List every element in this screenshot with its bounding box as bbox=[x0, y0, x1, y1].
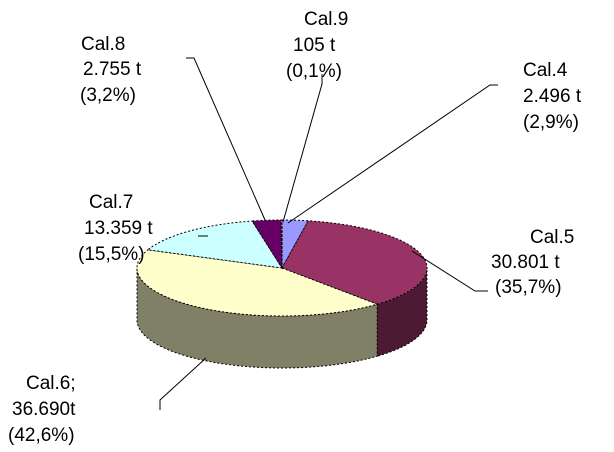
slice-label-cal7-name: Cal.7 bbox=[89, 192, 133, 213]
pie-side-cal5 bbox=[376, 269, 428, 357]
leader-line-cal6 bbox=[159, 357, 207, 410]
pie-slice-cal9 bbox=[280, 219, 283, 269]
slice-label-cal6-name: Cal.6; bbox=[26, 373, 76, 394]
pie-top-faces bbox=[136, 219, 428, 317]
leader-line-cal8 bbox=[186, 57, 266, 221]
slice-label-cal9-percent: (0,1%) bbox=[286, 61, 342, 82]
label-leader-lines bbox=[159, 57, 498, 410]
slice-label-cal8-value: 2.755 t bbox=[83, 59, 142, 80]
pie-slice-cal5 bbox=[281, 220, 428, 305]
slice-label-cal5-percent: (35,7%) bbox=[495, 277, 562, 298]
slice-label-cal5: Cal.5 30.801 t (35,7%) bbox=[491, 227, 574, 298]
slice-label-cal4-percent: (2,9%) bbox=[523, 112, 579, 133]
leader-line-cal5 bbox=[411, 250, 488, 292]
slice-label-cal9-value: 105 t bbox=[293, 35, 336, 56]
slice-label-cal7: Cal.7 13.359 t (15,5%) bbox=[78, 192, 153, 265]
slice-label-cal9: Cal.9 105 t (0,1%) bbox=[286, 9, 348, 82]
pie-side-walls bbox=[136, 268, 428, 369]
slice-label-cal7-value: 13.359 t bbox=[84, 218, 153, 239]
slice-label-cal5-name: Cal.5 bbox=[530, 227, 574, 248]
slice-label-cal6-value: 36.690t bbox=[12, 399, 76, 420]
pie-slice-cal6 bbox=[136, 249, 379, 317]
slice-label-cal4-value: 2.496 t bbox=[523, 86, 582, 107]
slice-label-cal6: Cal.6; 36.690t (42,6%) bbox=[8, 373, 76, 446]
slice-label-cal7-percent: (15,5%) bbox=[78, 244, 145, 265]
pie-slice-cal7 bbox=[146, 220, 283, 269]
slice-label-cal5-value: 30.801 t bbox=[491, 252, 560, 273]
leader-line-cal4 bbox=[287, 84, 498, 224]
slice-label-cal6-percent: (42,6%) bbox=[8, 425, 75, 446]
slice-label-cal4: Cal.4 2.496 t (2,9%) bbox=[523, 60, 582, 133]
slice-label-cal9-name: Cal.9 bbox=[304, 9, 348, 30]
leader-line-cal9 bbox=[282, 74, 323, 223]
pie-side-cal6 bbox=[136, 268, 378, 369]
slice-label-cal8-name: Cal.8 bbox=[81, 34, 125, 55]
slice-label-cal8: Cal.8 2.755 t (3,2%) bbox=[80, 34, 142, 106]
slice-label-cal4-name: Cal.4 bbox=[523, 60, 568, 81]
slice-label-cal8-percent: (3,2%) bbox=[80, 85, 136, 106]
